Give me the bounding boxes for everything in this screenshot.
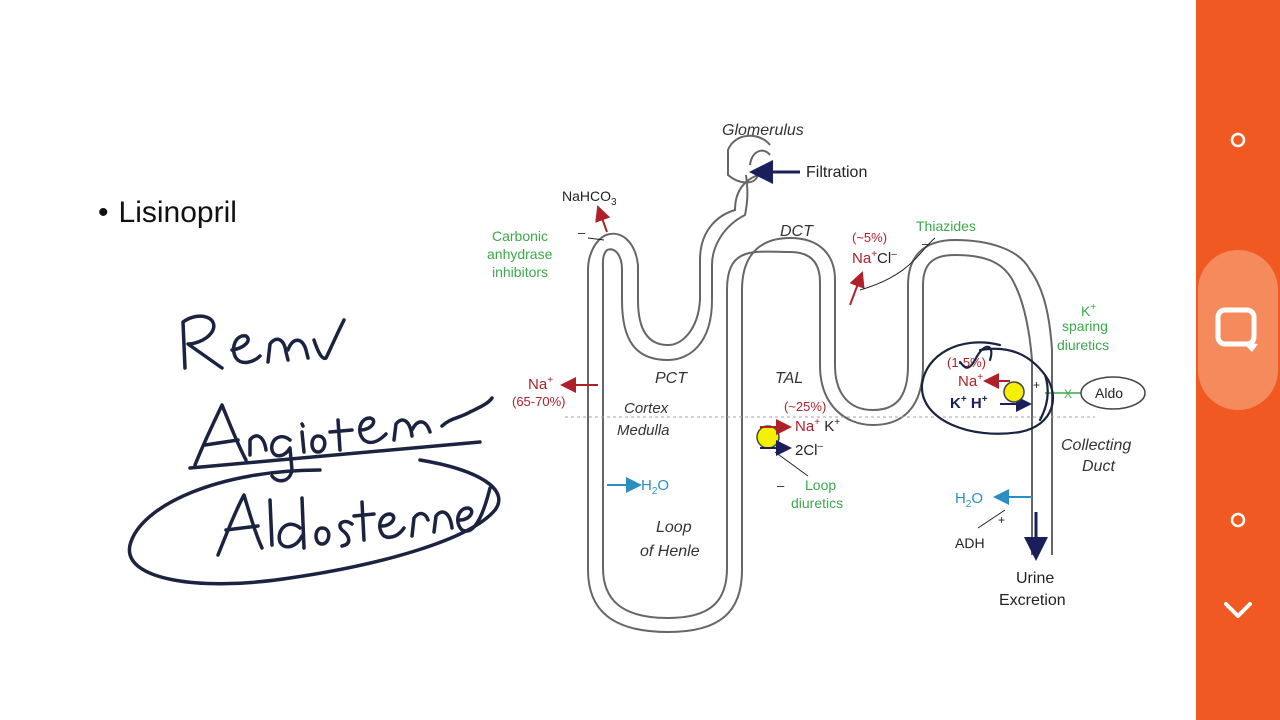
- handwriting-angiotensin: [188, 396, 494, 483]
- tal-na: Na+ K+: [795, 417, 840, 435]
- bullet-dot: •: [98, 196, 109, 229]
- loop-diuretics-2: diuretics: [791, 495, 843, 511]
- cd-h2o: H2O: [955, 490, 983, 510]
- k-sparing-k: K+: [1081, 302, 1096, 319]
- aldo-label: Aldo: [1095, 385, 1123, 401]
- loop-h2o: H2O: [641, 477, 669, 497]
- loop-pointer: [774, 451, 809, 477]
- slide: • Lisinopril Glomerulus Filtration NaHCO3…: [98, 122, 1146, 634]
- thiazides-minus: –: [922, 236, 930, 251]
- loop-of-henle-2: of Henle: [640, 543, 700, 560]
- glomerulus-label: Glomerulus: [722, 122, 804, 139]
- carbonic-label-2: anhydrase: [487, 246, 553, 262]
- chevron-down-icon: [1224, 602, 1252, 618]
- urine-label-1: Urine: [1016, 570, 1054, 587]
- carbonic-label-1: Carbonic: [492, 228, 548, 244]
- collecting-duct-2: Duct: [1082, 458, 1115, 475]
- loop-diuretics-1: Loop: [805, 477, 836, 493]
- adh-label: ADH: [955, 535, 985, 551]
- tal-cl: 2Cl–: [795, 441, 824, 459]
- collecting-duct-1: Collecting: [1061, 437, 1131, 454]
- tal-percent: (~25%): [784, 399, 826, 414]
- sidebar-dot-button-top[interactable]: [1198, 120, 1278, 160]
- nahco3-label: NaHCO3: [562, 188, 617, 208]
- nephron-diagram: Glomerulus Filtration NaHCO3 – Carbonic …: [127, 122, 1146, 634]
- thiazides-label: Thiazides: [916, 218, 976, 234]
- dct-label: DCT: [780, 223, 814, 240]
- handwriting-aldosterone: [127, 458, 501, 586]
- bullet-item: • Lisinopril: [98, 196, 237, 230]
- note-icon: [1215, 307, 1258, 352]
- dot-icon: [1230, 132, 1246, 148]
- loop-minus: –: [777, 478, 785, 493]
- loop-of-henle-1: Loop: [656, 519, 692, 536]
- carbonic-label-3: inhibitors: [492, 264, 548, 280]
- sidebar-chevron-button[interactable]: [1198, 590, 1278, 630]
- adh-pointer: [977, 509, 1006, 529]
- tubule-outer: [587, 134, 1053, 634]
- handwritten-annotations: [920, 341, 1054, 435]
- tal-transporter: [756, 425, 780, 449]
- aldo-oval: [1080, 376, 1146, 410]
- bullet-text: Lisinopril: [118, 196, 237, 229]
- filtration-label: Filtration: [806, 164, 867, 181]
- pct-percent: (65-70%): [512, 394, 565, 409]
- k-sparing-2: diuretics: [1057, 337, 1109, 353]
- cd-kh: K+ H+: [950, 394, 988, 412]
- thiazide-pointer: [859, 237, 936, 291]
- handwriting-renin: [181, 314, 346, 370]
- carbonic-pointer: [587, 237, 605, 241]
- cd-plus: +: [1033, 378, 1040, 392]
- urine-label-2: Excretion: [999, 592, 1066, 609]
- cd-x: X: [1064, 387, 1072, 401]
- medulla-label: Medulla: [617, 422, 670, 439]
- cd-na: Na+: [958, 372, 983, 390]
- nahco3-arrow: [595, 205, 611, 233]
- dot-icon: [1230, 512, 1246, 528]
- pct-label: PCT: [655, 370, 688, 387]
- adh-plus: +: [998, 513, 1005, 527]
- cortex-label: Cortex: [624, 400, 669, 417]
- dct-arrow: [849, 271, 865, 306]
- pct-na: Na+: [528, 375, 553, 393]
- carbonic-minus: –: [578, 225, 586, 240]
- dct-percent: (~5%): [852, 230, 887, 245]
- sidebar-active-highlight: [1198, 250, 1278, 410]
- sidebar-dot-button-bottom[interactable]: [1198, 500, 1278, 540]
- cd-transporter: [1003, 381, 1025, 403]
- k-sparing-1: sparing: [1062, 318, 1108, 334]
- sidebar-note-button[interactable]: [1198, 300, 1278, 360]
- tal-label: TAL: [775, 370, 803, 387]
- dct-ions: Na+Cl–: [852, 249, 897, 267]
